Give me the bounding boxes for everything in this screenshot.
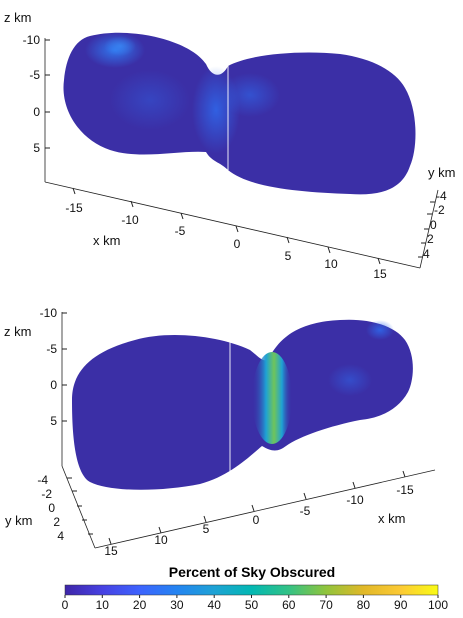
top-y-tick-label: 0 (430, 218, 437, 232)
colorbar-tick-label: 60 (282, 598, 296, 612)
top-x-tick-label: 0 (234, 237, 241, 251)
colorbar-tick-label: 80 (357, 598, 371, 612)
colorbar-tick-label: 100 (428, 598, 448, 612)
bottom-plot: -10 -5 0 5 z km -4 -2 0 2 4 y km (4, 306, 436, 558)
bottom-shape-model (72, 319, 413, 490)
top-right-lobe-glow (220, 73, 280, 117)
top-x-axis (44, 181, 421, 269)
colorbar-tick-label: 0 (62, 598, 69, 612)
colorbar-tick-label: 20 (133, 598, 147, 612)
bottom-x-tick-label: 15 (104, 544, 118, 558)
top-x-axis-label: x km (93, 233, 120, 248)
top-y-ticks: -4 -2 0 2 4 (418, 189, 447, 261)
top-left-lobe-glow (110, 70, 190, 130)
colorbar-tick-label: 10 (96, 598, 110, 612)
bottom-z-axis-label: z km (4, 324, 31, 339)
bottom-neck-region (252, 352, 292, 444)
bottom-x-tick-label: 5 (203, 522, 210, 536)
colorbar-tick-label: 70 (319, 598, 333, 612)
bottom-y-tick-label: -2 (41, 487, 52, 501)
bottom-x-axis (94, 469, 436, 549)
top-z-tick-label: 5 (33, 141, 40, 155)
colorbar-gradient (64, 584, 439, 596)
bottom-right-lobe-glow (328, 364, 372, 396)
top-z-tick-label: 0 (33, 105, 40, 119)
bottom-y-axis-label: y km (5, 513, 32, 528)
bottom-x-ticks: 15 10 5 0 -5 -10 -15 (104, 470, 414, 558)
bottom-body-surface (72, 319, 413, 490)
bottom-y-tick-label: 4 (57, 529, 64, 543)
top-x-tick-label: 5 (285, 249, 292, 263)
colorbar-title: Percent of Sky Obscured (169, 564, 336, 580)
colorbar-tick-label: 30 (170, 598, 184, 612)
bottom-x-tick-label: -15 (396, 483, 414, 497)
bottom-y-tick-label: 2 (53, 515, 60, 529)
top-z-axis-label: z km (4, 10, 31, 25)
colorbar-tick-label: 90 (394, 598, 408, 612)
top-x-tick-label: -10 (121, 213, 139, 227)
bottom-x-tick-label: -5 (300, 504, 311, 518)
bottom-right-lobe-spot (366, 320, 394, 340)
colorbar: Percent of Sky Obscured 0 10 20 30 40 50 60 70 8… (62, 564, 449, 612)
top-plot: -10 -5 0 5 z km -15 -10 -5 0 5 10 15 x k… (4, 10, 455, 281)
top-x-tick-label: -15 (65, 201, 83, 215)
colorbar-tick-label: 40 (208, 598, 222, 612)
top-shape-model (63, 32, 416, 195)
bottom-z-tick-label: -10 (40, 306, 58, 320)
top-y-tick-label: 4 (423, 247, 430, 261)
top-z-tick-label: -10 (23, 33, 41, 47)
top-x-tick-label: 10 (324, 257, 338, 271)
bottom-y-tick-label: 0 (48, 501, 55, 515)
top-bright-spot (104, 36, 136, 56)
top-y-tick-label: -2 (434, 203, 445, 217)
top-y-tick-label: 2 (427, 232, 434, 246)
bottom-x-tick-label: 0 (253, 513, 260, 527)
top-y-tick-label: -4 (436, 189, 447, 203)
top-x-tick-label: 15 (373, 267, 387, 281)
top-z-ticks: -10 -5 0 5 (23, 33, 50, 155)
bottom-x-axis-label: x km (378, 511, 405, 526)
colorbar-ticks: 0 10 20 30 40 50 60 70 80 90 100 (62, 595, 448, 612)
top-y-axis-label: y km (428, 165, 455, 180)
top-x-tick-label: -5 (175, 224, 186, 238)
bottom-z-tick-label: -5 (46, 342, 57, 356)
bottom-x-tick-label: 10 (154, 533, 168, 547)
top-x-ticks: -15 -10 -5 0 5 10 15 (65, 187, 387, 281)
bottom-z-ticks: -10 -5 0 5 (40, 306, 67, 428)
bottom-z-tick-label: 5 (50, 414, 57, 428)
colorbar-tick-label: 50 (245, 598, 259, 612)
bottom-z-tick-label: 0 (50, 378, 57, 392)
bottom-y-ticks: -4 -2 0 2 4 (37, 473, 93, 543)
bottom-x-tick-label: -10 (346, 493, 364, 507)
bottom-y-tick-label: -4 (37, 473, 48, 487)
top-z-tick-label: -5 (29, 68, 40, 82)
